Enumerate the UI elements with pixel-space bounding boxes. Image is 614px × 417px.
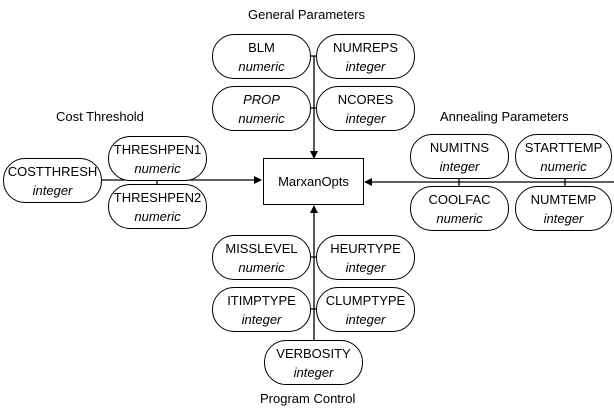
cost-threshold-title: Cost Threshold [56, 109, 144, 124]
param-type: numeric [540, 158, 587, 174]
param-type: numeric [238, 58, 285, 74]
param-name: THRESHPEN1 [113, 141, 202, 157]
param-node-ncores: NCORES integer [316, 86, 415, 131]
param-node-clumptype: CLUMPTYPE integer [316, 287, 415, 332]
param-node-threshpen2: THRESHPEN2 numeric [108, 184, 207, 229]
param-name: COSTTHRESH [7, 163, 98, 179]
param-type: integer [345, 110, 386, 126]
param-name: HEURTYPE [330, 240, 401, 256]
param-node-itimptype: ITIMPTYPE integer [212, 287, 311, 332]
param-node-numitns: NUMITNS integer [410, 134, 509, 179]
param-name: THRESHPEN2 [113, 189, 202, 205]
general-parameters-title: General Parameters [248, 7, 366, 22]
param-type: integer [345, 259, 386, 275]
param-name: VERBOSITY [276, 345, 351, 361]
param-node-numtemp: NUMTEMP integer [515, 186, 612, 231]
param-node-coolfac: COOLFAC numeric [410, 186, 509, 231]
param-node-starttemp: STARTTEMP numeric [515, 134, 612, 179]
param-name: NUMREPS [332, 39, 398, 55]
param-node-costthresh: COSTTHRESH integer [3, 158, 102, 203]
param-node-misslevel: MISSLEVEL numeric [212, 235, 311, 280]
param-type: integer [293, 364, 334, 380]
param-node-numreps: NUMREPS integer [316, 34, 415, 79]
marxanopts-node: MarxanOpts [263, 158, 364, 205]
program-control-title: Program Control [260, 391, 356, 406]
param-node-heurtype: HEURTYPE integer [316, 235, 415, 280]
param-type: integer [345, 58, 386, 74]
param-name: MISSLEVEL [225, 240, 298, 256]
param-type: integer [241, 311, 282, 327]
param-type: integer [439, 158, 480, 174]
param-name: STARTTEMP [524, 139, 603, 155]
param-type: integer [543, 210, 584, 226]
param-type: numeric [134, 208, 181, 224]
param-type: numeric [436, 210, 483, 226]
param-node-prop: PROP numeric [212, 86, 311, 131]
param-type: integer [345, 311, 386, 327]
param-name: ITIMPTYPE [227, 292, 296, 308]
param-name: PROP [243, 91, 280, 107]
param-name: CLUMPTYPE [325, 292, 406, 308]
marxanopts-label: MarxanOpts [278, 174, 349, 189]
param-name: BLM [248, 39, 275, 55]
param-node-verbosity: VERBOSITY integer [264, 340, 363, 385]
param-name: NUMTEMP [530, 191, 597, 207]
param-name: NUMITNS [429, 139, 490, 155]
param-type: numeric [134, 160, 181, 176]
param-type: numeric [238, 110, 285, 126]
param-name: COOLFAC [428, 191, 491, 207]
param-type: numeric [238, 259, 285, 275]
annealing-parameters-title: Annealing Parameters [440, 109, 569, 124]
param-type: integer [32, 182, 73, 198]
param-node-blm: BLM numeric [212, 34, 311, 79]
param-node-threshpen1: THRESHPEN1 numeric [108, 136, 207, 181]
param-name: NCORES [337, 91, 394, 107]
